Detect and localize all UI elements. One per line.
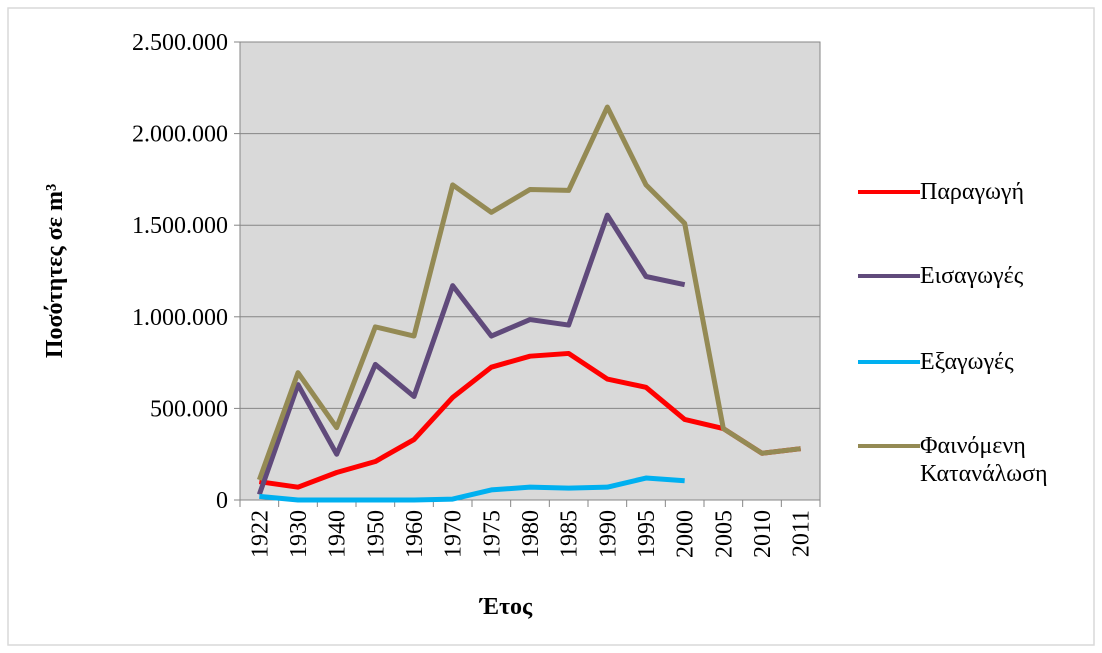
legend-swatch bbox=[858, 444, 920, 448]
legend-label: Παραγωγή bbox=[920, 179, 1025, 205]
legend-item: Παραγωγή bbox=[858, 178, 1058, 206]
legend-swatch bbox=[858, 274, 920, 278]
legend-label: Εισαγωγές bbox=[920, 263, 1024, 289]
line-series bbox=[259, 475, 685, 503]
line-series bbox=[256, 104, 801, 481]
legend-swatch bbox=[858, 190, 920, 194]
x-tick-label: 1985 bbox=[557, 510, 583, 558]
y-tick-label: 2.500.000 bbox=[132, 30, 228, 56]
x-tick-label: 2000 bbox=[673, 510, 699, 558]
x-tick-label: 1940 bbox=[325, 510, 351, 558]
x-tick-label: 1980 bbox=[518, 510, 544, 558]
y-tick-label: 0 bbox=[216, 488, 228, 514]
line-series bbox=[258, 350, 801, 490]
x-tick-label: 1970 bbox=[441, 510, 467, 558]
legend-swatch bbox=[858, 360, 920, 364]
plot-area bbox=[239, 41, 821, 501]
legend-item: Φαινόμενη Κατανάλωση bbox=[858, 432, 1058, 488]
x-tick-label: 1922 bbox=[247, 510, 273, 558]
x-tick-label: 2005 bbox=[711, 510, 737, 558]
legend-item: Εξαγωγές bbox=[858, 348, 1058, 376]
legend-label: Φαινόμενη Κατανάλωση bbox=[920, 433, 1048, 487]
line-series bbox=[256, 212, 686, 496]
x-axis-label: Έτος bbox=[479, 594, 533, 620]
y-tick-label: 2.000.000 bbox=[132, 122, 228, 148]
x-tick-label: 2010 bbox=[750, 510, 776, 558]
x-tick-label: 2011 bbox=[789, 510, 815, 557]
x-tick-label: 1950 bbox=[363, 510, 389, 558]
legend-label: Εξαγωγές bbox=[920, 349, 1014, 375]
y-tick-label: 1.500.000 bbox=[132, 213, 228, 239]
x-tick-label: 1975 bbox=[479, 510, 505, 558]
legend-item: Εισαγωγές bbox=[858, 262, 1058, 290]
y-axis-label: Ποσότητες σε m³ bbox=[42, 184, 68, 358]
x-tick-label: 1990 bbox=[595, 510, 621, 558]
x-tick-label: 1960 bbox=[402, 510, 428, 558]
x-tick-label: 1930 bbox=[286, 510, 312, 558]
y-tick-label: 500.000 bbox=[150, 396, 228, 422]
y-tick-label: 1.000.000 bbox=[132, 305, 228, 331]
x-tick-label: 1995 bbox=[634, 510, 660, 558]
